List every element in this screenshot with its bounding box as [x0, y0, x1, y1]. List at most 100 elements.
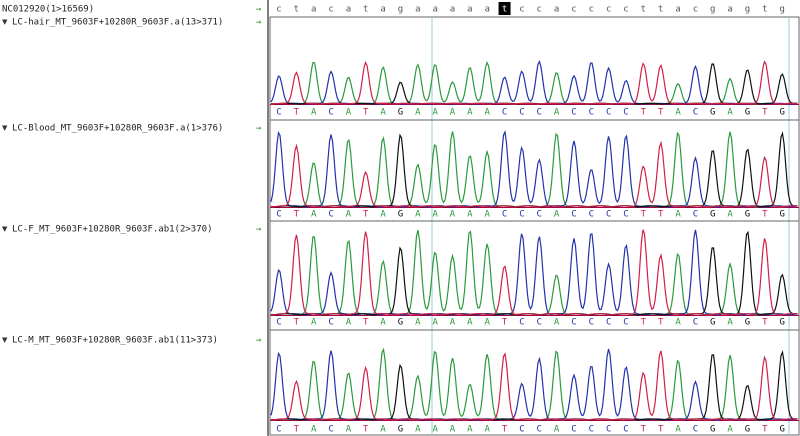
base-call: C — [537, 318, 542, 328]
base-call: A — [432, 425, 438, 435]
trace — [270, 229, 798, 316]
base-call: A — [675, 108, 681, 118]
base-call: T — [294, 318, 300, 328]
arrow: → — [256, 124, 262, 134]
reference-base: a — [346, 5, 351, 15]
base-call: C — [623, 108, 628, 118]
base-call: A — [380, 210, 386, 220]
base-call: A — [675, 210, 681, 220]
base-call: G — [779, 318, 784, 328]
base-call: A — [415, 108, 421, 118]
base-call: T — [294, 108, 300, 118]
base-call: A — [380, 318, 386, 328]
base-call: C — [693, 108, 698, 118]
reference-base: a — [432, 5, 437, 15]
trace-panel — [269, 16, 800, 436]
base-call: G — [745, 108, 750, 118]
base-call: A — [380, 425, 386, 435]
reference-base: c — [537, 5, 542, 15]
base-call: T — [363, 108, 369, 118]
base-call: A — [727, 425, 733, 435]
base-call: T — [502, 425, 508, 435]
base-call: G — [710, 318, 715, 328]
base-call: T — [762, 318, 768, 328]
base-call: G — [710, 210, 715, 220]
reference-base: t — [762, 5, 767, 15]
base-call: A — [415, 210, 421, 220]
base-call: T — [658, 210, 664, 220]
base-call: A — [467, 108, 473, 118]
base-call: A — [554, 108, 560, 118]
base-call: A — [675, 425, 681, 435]
base-call: C — [519, 108, 524, 118]
base-call: C — [693, 425, 698, 435]
base-call: T — [294, 210, 300, 220]
base-call: C — [502, 108, 507, 118]
base-call: G — [779, 108, 784, 118]
track-label: LC-Blood_MT_9603F+10280R_9603F.a(1>376) — [12, 124, 223, 134]
base-call: A — [727, 108, 733, 118]
base-call: A — [432, 318, 438, 328]
base-call: A — [311, 318, 317, 328]
base-call: A — [484, 108, 490, 118]
base-call: C — [571, 425, 576, 435]
reference-base: c — [571, 5, 576, 15]
base-call: G — [398, 210, 403, 220]
triangle: ▼ — [2, 124, 8, 134]
reference-base: g — [779, 5, 784, 15]
base-call: A — [450, 210, 456, 220]
base-call: T — [363, 318, 369, 328]
base-call: A — [727, 318, 733, 328]
base-call: C — [606, 425, 611, 435]
base-call: T — [641, 425, 647, 435]
base-call: C — [537, 108, 542, 118]
base-call: A — [554, 318, 560, 328]
base-call: G — [745, 210, 750, 220]
reference-base: c — [519, 5, 524, 15]
base-call: A — [311, 108, 317, 118]
trace — [270, 60, 798, 105]
base-call: C — [328, 108, 333, 118]
triangle: ▼ — [2, 18, 8, 28]
reference-base: c — [276, 5, 281, 15]
base-call: T — [641, 108, 647, 118]
reference-label: NC012920(1>16569) — [2, 5, 94, 15]
base-call: C — [571, 210, 576, 220]
reference-base: a — [450, 5, 455, 15]
triangle: ▼ — [2, 336, 8, 346]
base-call: G — [779, 210, 784, 220]
base-call: C — [519, 318, 524, 328]
base-call: T — [641, 210, 647, 220]
base-call: C — [589, 318, 594, 328]
base-call: A — [450, 318, 456, 328]
base-call: A — [415, 318, 421, 328]
reference-base: t — [641, 5, 646, 15]
base-call: A — [467, 425, 473, 435]
base-call: A — [311, 210, 317, 220]
reference-base: c — [328, 5, 333, 15]
base-call: A — [484, 425, 490, 435]
base-call: C — [571, 108, 576, 118]
reference-base: a — [467, 5, 472, 15]
reference-base: g — [398, 5, 403, 15]
base-call: G — [779, 425, 784, 435]
reference-base: a — [675, 5, 680, 15]
base-call: T — [658, 108, 664, 118]
base-call: C — [606, 318, 611, 328]
base-call: C — [328, 210, 333, 220]
base-call: T — [502, 318, 508, 328]
base-call: C — [693, 210, 698, 220]
base-call: C — [589, 108, 594, 118]
base-call: C — [606, 210, 611, 220]
base-call: C — [276, 425, 281, 435]
track-label: LC-M_MT_9603F+10280R_9603F.ab1(11>373) — [12, 336, 218, 346]
base-call: C — [589, 210, 594, 220]
base-call: A — [415, 425, 421, 435]
base-call: T — [762, 425, 768, 435]
base-call: A — [432, 108, 438, 118]
base-call: T — [658, 318, 664, 328]
reference-base: a — [311, 5, 316, 15]
base-call: A — [554, 210, 560, 220]
